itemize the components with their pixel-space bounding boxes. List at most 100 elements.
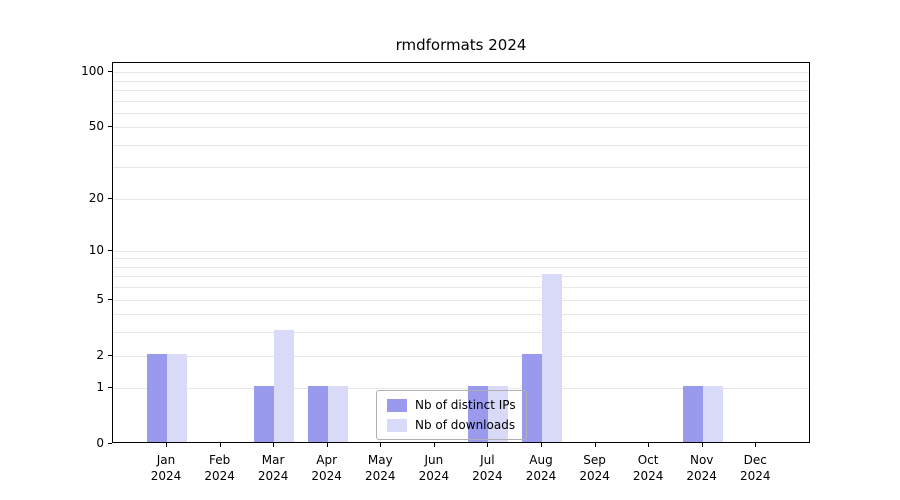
bar-jul-downloads [488, 386, 509, 442]
x-tick-month: May [367, 453, 393, 467]
gridline-4 [113, 314, 809, 316]
x-tick-year: 2024 [150, 469, 182, 483]
gridline-10 [113, 250, 809, 252]
x-tick-year: 2024 [740, 469, 771, 483]
x-tick-month: Mar [261, 453, 285, 467]
x-tick-year: 2024 [418, 469, 450, 483]
gridline-8 [113, 266, 809, 268]
gridline-40 [113, 144, 809, 146]
bar-aug-distinct-ips [522, 353, 542, 442]
gridline-3 [113, 332, 809, 334]
gridline-100 [113, 72, 809, 73]
gridline-5 [113, 299, 809, 301]
x-tick-month: Nov [689, 453, 714, 467]
y-tick-10 [108, 249, 112, 251]
legend-label-distinct-ips: Nb of distinct IPs [415, 398, 516, 412]
x-tick-year: 2024 [204, 469, 235, 483]
x-tick-mar [273, 443, 275, 447]
x-tick-year: 2024 [525, 469, 557, 483]
legend-item-downloads: Nb of downloads [387, 418, 516, 432]
y-tick-label-1: 1 [96, 380, 104, 395]
x-tick-sep [594, 443, 596, 447]
y-tick-50 [108, 126, 112, 128]
gridline-1 [113, 388, 809, 390]
y-tick-label-100: 100 [81, 64, 104, 78]
x-tick-month: Oct [637, 453, 659, 467]
x-tick-apr [326, 443, 328, 447]
gridline-20 [113, 198, 809, 200]
x-tick-label-jan: Jan 2024 [134, 452, 198, 484]
x-tick-year: 2024 [686, 469, 717, 483]
y-tick-20 [108, 197, 112, 199]
bar-apr-downloads [327, 386, 348, 442]
gridline-6 [113, 287, 809, 289]
y-tick-label-50: 50 [88, 119, 104, 134]
y-tick-label-2: 2 [96, 347, 104, 362]
legend-swatch-distinct-ips [387, 398, 407, 412]
bar-mar-downloads [274, 330, 295, 442]
y-tick-label-0: 0 [96, 436, 104, 450]
y-tick-label-5: 5 [96, 291, 104, 306]
bar-aug-downloads [542, 274, 562, 442]
x-tick-month: Aug [529, 453, 553, 467]
x-tick-year: 2024 [311, 469, 342, 483]
x-tick-year: 2024 [365, 469, 396, 483]
gridline-60 [113, 112, 809, 114]
chart-title: rmdformats 2024 [395, 36, 527, 54]
x-tick-label-feb: Feb 2024 [188, 452, 252, 484]
bar-nov-downloads [702, 386, 723, 442]
legend-label-downloads: Nb of downloads [415, 418, 516, 432]
x-tick-label-nov: Nov 2024 [670, 452, 734, 484]
x-tick-month: Dec [743, 453, 767, 467]
x-tick-month: Jan [156, 453, 176, 467]
x-tick-year: 2024 [632, 469, 664, 483]
x-tick-year: 2024 [257, 469, 289, 483]
bar-jan-distinct-ips [147, 353, 167, 442]
gridline-70 [113, 100, 809, 102]
x-tick-aug [541, 443, 542, 447]
x-tick-label-may: May 2024 [348, 452, 412, 484]
x-tick-may [380, 443, 382, 447]
gridline-80 [113, 89, 809, 91]
bar-mar-distinct-ips [254, 386, 275, 442]
x-tick-feb [219, 443, 221, 447]
x-tick-year: 2024 [472, 469, 503, 483]
gridline-9 [113, 258, 809, 260]
plot-area: Nb of distinct IPs Nb of downloads [112, 62, 810, 443]
x-tick-nov [701, 443, 703, 447]
x-tick-month: Jul [480, 453, 495, 467]
y-tick-label-10: 10 [88, 242, 104, 257]
x-tick-year: 2024 [579, 469, 610, 483]
x-tick-month: Jun [424, 453, 444, 467]
x-tick-label-sep: Sep 2024 [563, 452, 627, 484]
x-tick-jul [487, 443, 489, 447]
y-tick-1 [108, 387, 112, 389]
bar-jul-distinct-ips [468, 386, 489, 442]
bar-jan-downloads [167, 353, 187, 442]
bar-nov-distinct-ips [682, 386, 703, 442]
gridline-2 [113, 355, 809, 357]
bar-apr-distinct-ips [307, 386, 328, 442]
x-tick-label-oct: Oct 2024 [616, 452, 680, 484]
x-tick-label-jun: Jun 2024 [402, 452, 466, 484]
gridline-7 [113, 276, 809, 278]
legend-swatch-downloads [387, 418, 407, 432]
x-tick-label-mar: Mar 2024 [241, 452, 305, 484]
x-tick-month: Sep [583, 453, 606, 467]
y-tick-0 [108, 443, 112, 444]
gridline-90 [113, 80, 809, 82]
y-tick-100 [108, 71, 112, 72]
x-tick-month: Apr [316, 453, 338, 467]
x-tick-jan [166, 443, 167, 447]
x-tick-label-apr: Apr 2024 [295, 452, 359, 484]
x-tick-label-jul: Jul 2024 [455, 452, 519, 484]
y-tick-5 [108, 298, 112, 300]
y-tick-label-20: 20 [88, 190, 104, 205]
x-tick-oct [648, 443, 650, 447]
x-tick-label-dec: Dec 2024 [723, 452, 787, 484]
gridline-30 [113, 167, 809, 169]
legend: Nb of distinct IPs Nb of downloads [376, 390, 527, 440]
x-tick-jun [433, 443, 435, 447]
